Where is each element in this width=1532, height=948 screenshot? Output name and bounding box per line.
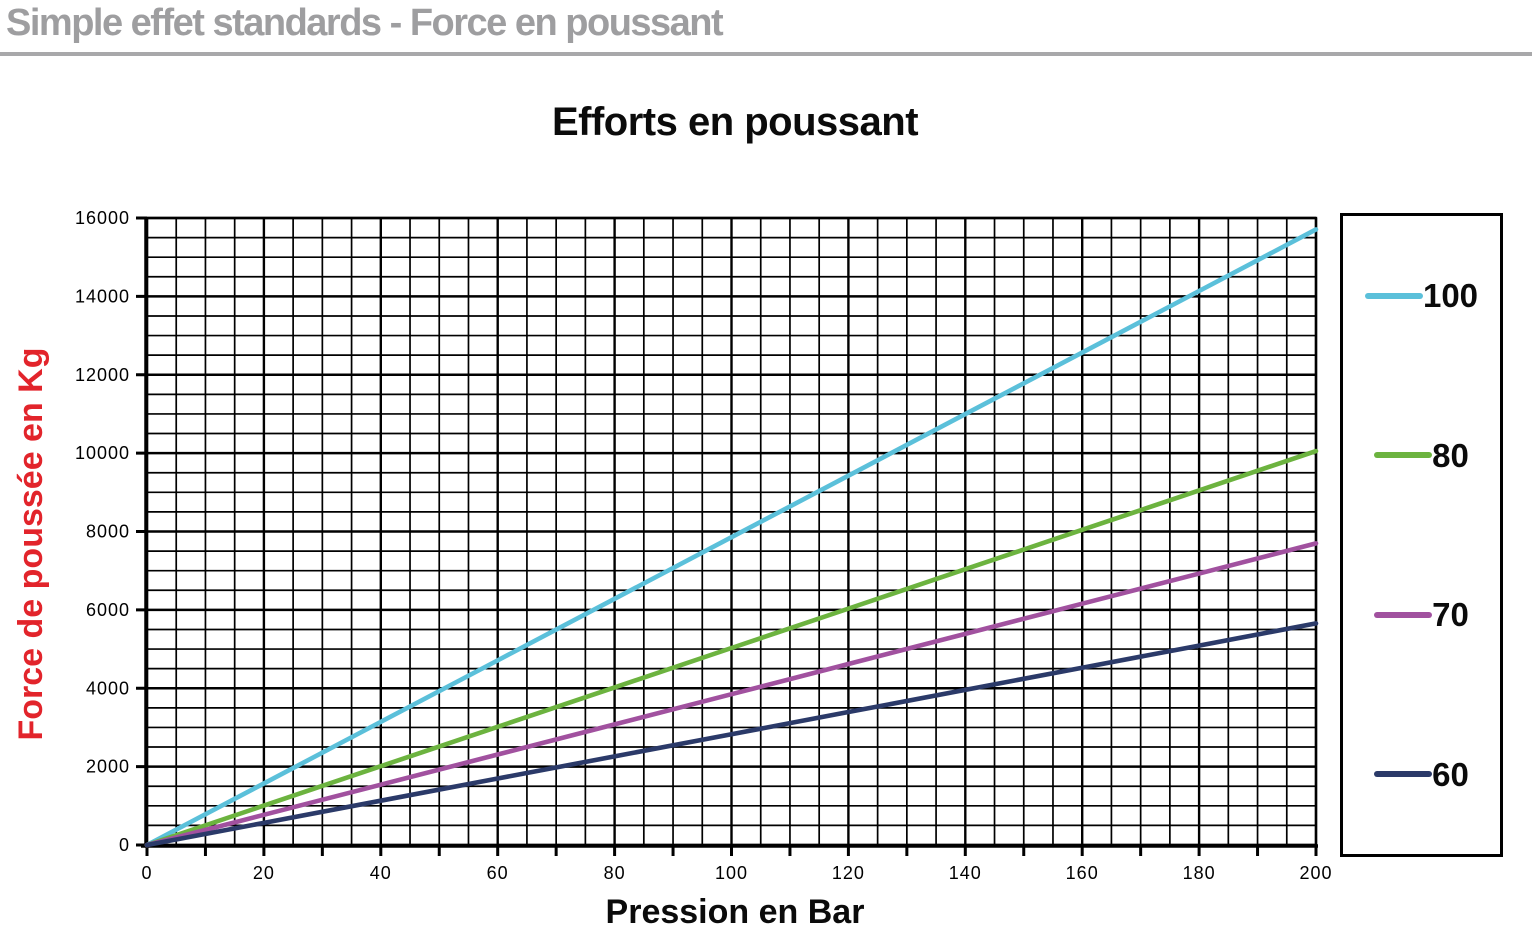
x-tick-labels: 0 20 40 60 80 100 120 140 160 180 200 [141, 863, 1332, 883]
y-tick-label: 8000 [86, 522, 130, 542]
x-tick-label: 80 [604, 863, 626, 883]
series-line-80 [144, 448, 1319, 848]
x-tick-label: 160 [1066, 863, 1099, 883]
legend-entry-80: 80 [1343, 439, 1500, 472]
axis-ticks [136, 216, 1318, 856]
y-tick-label: 6000 [86, 600, 130, 620]
y-tick-labels: 0 2000 4000 6000 8000 10000 12000 14000 16000 [75, 208, 130, 855]
x-axis-label: Pression en Bar [605, 893, 865, 931]
legend-label: 100 [1422, 277, 1479, 315]
x-tick-label: 180 [1183, 863, 1216, 883]
header-underline [0, 52, 1532, 56]
y-tick-label: 12000 [75, 365, 130, 385]
legend-label: 70 [1432, 596, 1469, 634]
legend: 100 80 70 60 [1340, 213, 1503, 857]
x-tick-label: 100 [715, 863, 748, 883]
legend-swatch-70 [1374, 611, 1433, 618]
page-title: Simple effet standards - Force en poussa… [6, 2, 724, 44]
legend-entry-70: 70 [1343, 598, 1500, 631]
legend-swatch-100 [1364, 292, 1423, 299]
y-tick-label: 16000 [75, 208, 130, 228]
y-tick-label: 4000 [86, 678, 130, 698]
series-line-60 [144, 621, 1319, 848]
x-tick-label: 0 [141, 863, 152, 883]
y-tick-label: 10000 [75, 443, 130, 463]
series-line-100 [144, 227, 1319, 848]
legend-swatch-60 [1374, 771, 1433, 778]
legend-entry-60: 60 [1343, 758, 1500, 791]
legend-swatch-80 [1374, 452, 1433, 459]
y-tick-label: 0 [119, 835, 130, 855]
x-tick-label: 140 [949, 863, 982, 883]
legend-entry-100: 100 [1343, 279, 1500, 312]
x-tick-label: 200 [1299, 863, 1332, 883]
series-line-70 [144, 541, 1319, 848]
x-tick-label: 20 [253, 863, 275, 883]
x-tick-label: 120 [832, 863, 865, 883]
x-tick-label: 40 [370, 863, 392, 883]
legend-label: 80 [1432, 436, 1469, 474]
y-tick-label: 14000 [75, 286, 130, 306]
chart-title: Efforts en poussant [551, 100, 919, 144]
y-tick-label: 2000 [86, 757, 130, 777]
legend-label: 60 [1432, 755, 1469, 793]
x-tick-label: 60 [487, 863, 509, 883]
